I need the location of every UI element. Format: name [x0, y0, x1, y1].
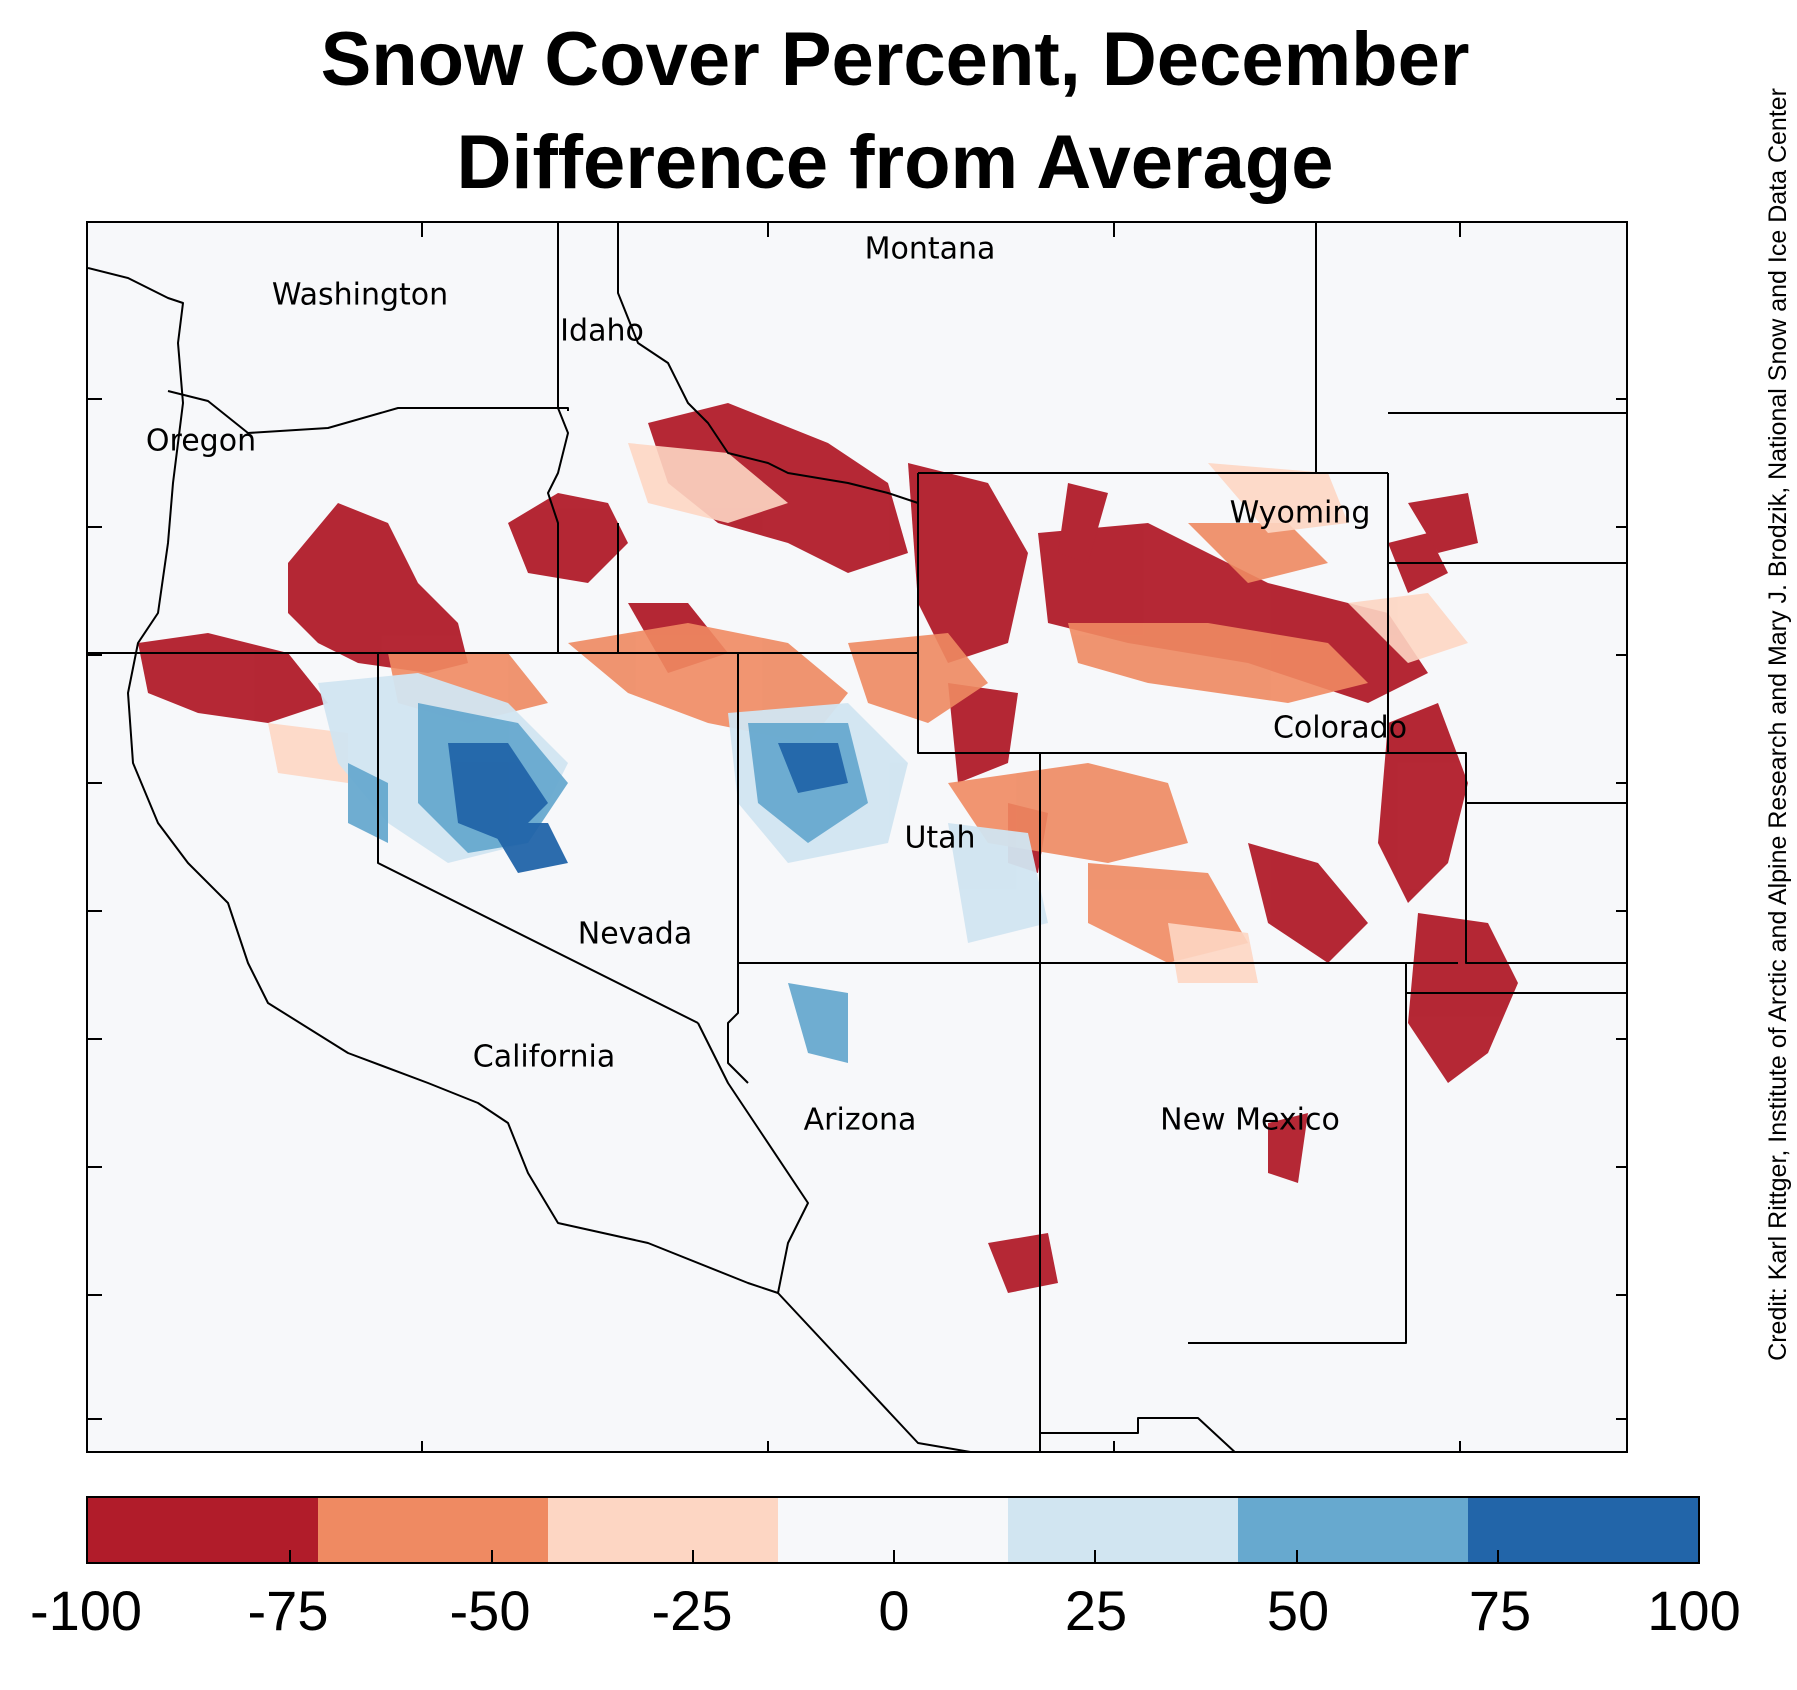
state-label-washington: Washington	[271, 277, 449, 313]
state-label-nevada: Nevada	[577, 916, 693, 952]
state-label-wyoming: Wyoming	[1229, 495, 1371, 531]
credit-text: Credit: Karl Rittger, Institute of Arcti…	[1764, 88, 1792, 1361]
colorbar-segment	[1468, 1498, 1698, 1562]
colorbar-tick	[490, 1550, 493, 1562]
state-label-california: California	[472, 1039, 616, 1075]
colorbar-tick	[289, 1550, 292, 1562]
colorbar-segment	[318, 1498, 548, 1562]
colorbar-segment	[1238, 1498, 1468, 1562]
colorbar-segment	[1008, 1498, 1238, 1562]
colorbar-segment	[548, 1498, 778, 1562]
colorbar-tick	[893, 1550, 895, 1562]
colorbar-tick	[1295, 1550, 1298, 1562]
colorbar-tick	[1496, 1550, 1499, 1562]
anomaly-strong-increase	[448, 743, 848, 873]
map-title-line-1: Snow Cover Percent, December	[320, 17, 1470, 102]
colorbar-label: 100	[1647, 1579, 1741, 1642]
colorbar	[86, 1496, 1700, 1564]
state-label-oregon: Oregon	[145, 423, 257, 459]
state-label-arizona: Arizona	[803, 1102, 917, 1138]
colorbar-label: -75	[247, 1579, 329, 1642]
colorbar-tick	[691, 1550, 694, 1562]
colorbar-tick	[1094, 1550, 1097, 1562]
colorbar-label: 0	[878, 1579, 910, 1642]
state-label-idaho: Idaho	[560, 313, 644, 349]
state-label-new-mexico: New Mexico	[1160, 1102, 1340, 1138]
map-canvas	[88, 223, 1626, 1451]
colorbar-label: -25	[651, 1579, 733, 1642]
colorbar-label: 75	[1468, 1579, 1532, 1642]
colorbar-label: 25	[1064, 1579, 1128, 1642]
colorbar-label: 50	[1266, 1579, 1330, 1642]
state-boundaries	[88, 223, 1626, 1451]
state-label-montana: Montana	[864, 231, 996, 267]
map-panel: Washington Montana Idaho Oregon Wyoming …	[86, 221, 1628, 1453]
map-title-line-2: Difference from Average	[456, 120, 1334, 205]
anomaly-slight-decrease	[268, 443, 1468, 983]
axis-ticks	[88, 223, 1626, 1451]
state-label-utah: Utah	[904, 820, 976, 856]
state-label-colorado: Colorado	[1272, 710, 1408, 746]
colorbar-segment	[88, 1498, 318, 1562]
colorbar-label: -50	[449, 1579, 531, 1642]
colorbar-label: -100	[29, 1579, 143, 1642]
